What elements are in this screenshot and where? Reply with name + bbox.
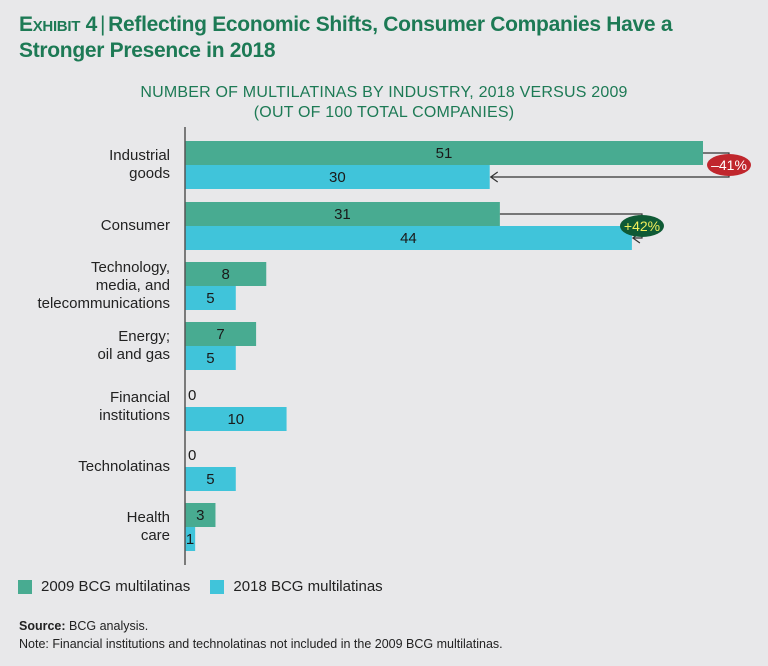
change-badge-label: –41% (711, 157, 747, 173)
bar-2018 (185, 346, 236, 370)
category-label-line: Consumer (100, 217, 170, 234)
data-label: 44 (400, 230, 417, 247)
bar-2009 (185, 262, 267, 286)
legend-swatch-2009 (18, 579, 32, 594)
category-label-line: Technology, (91, 259, 170, 276)
source-line: Source: BCG analysis. (19, 617, 503, 635)
chart-subtitle: NUMBER OF MULTILATINAS BY INDUSTRY, 2018… (0, 83, 768, 123)
change-badge-label: +42% (624, 218, 660, 234)
data-label: 10 (227, 411, 244, 428)
bar-2009 (185, 202, 500, 226)
legend-label-2018: 2018 BCG multilatinas (233, 578, 383, 595)
data-label: 3 (196, 507, 204, 524)
data-label: 30 (329, 169, 346, 186)
chart-subtitle-line: (OUT OF 100 TOTAL COMPANIES) (253, 104, 515, 121)
bar-2009 (185, 503, 216, 527)
legend-item-2018: 2018 BCG multilatinas (210, 578, 383, 595)
legend-label-2009: 2009 BCG multilatinas (41, 578, 191, 595)
arrowhead-icon (489, 171, 499, 183)
category-label: Technolatinas (78, 458, 170, 476)
category-label-line: oil and gas (97, 346, 170, 363)
data-label: 5 (206, 471, 214, 488)
data-label: 5 (206, 290, 214, 307)
bar-2018 (185, 467, 236, 491)
legend: 2009 BCG multilatinas 2018 BCG multilati… (18, 578, 399, 598)
bar-2018 (185, 226, 632, 250)
category-label-line: Health (126, 509, 170, 526)
legend-swatch-2018 (210, 579, 225, 594)
category-label: Energy; oil and gas (97, 328, 170, 364)
category-label-line: Technolatinas (78, 458, 170, 475)
category-label: Industrial goods (109, 147, 170, 183)
change-badge (707, 154, 751, 176)
category-label: Technology, media, and telecommunications (37, 259, 170, 313)
data-label: 7 (216, 326, 224, 343)
category-label-line: institutions (99, 407, 170, 424)
legend-item-2009: 2009 BCG multilatinas (18, 578, 190, 595)
title-separator: | (100, 13, 106, 36)
bar-2018 (185, 407, 287, 431)
category-label: Financial institutions (99, 389, 170, 425)
data-label: 1 (186, 531, 194, 548)
source-label: Source: (19, 619, 66, 633)
category-label-line: care (140, 527, 170, 544)
data-label: 0 (188, 387, 196, 404)
category-label-line: Financial (109, 389, 170, 406)
category-label-line: Industrial (109, 147, 170, 164)
category-label-line: telecommunications (37, 295, 170, 312)
category-label-line: media, and (95, 277, 170, 294)
data-label: 0 (188, 447, 196, 464)
chart-title: NUMBER OF MULTILATINAS BY INDUSTRY, 2018… (140, 84, 628, 101)
data-label: 8 (221, 266, 229, 283)
exhibit-title-text: Reflecting Economic Shifts, Consumer Com… (19, 13, 673, 62)
data-label: 31 (334, 206, 351, 223)
bar-2018 (185, 165, 490, 189)
bar-2018 (185, 286, 236, 310)
change-badge (620, 215, 664, 237)
category-label-line: Energy; (118, 328, 170, 345)
footnotes: Source: BCG analysis. Note: Financial in… (19, 617, 503, 653)
exhibit-number: Exhibit 4 (19, 13, 97, 36)
bar-2009 (185, 322, 257, 346)
category-label: Consumer (101, 217, 170, 235)
category-label-line: goods (129, 165, 170, 182)
data-label: 51 (436, 145, 453, 162)
bar-2009 (185, 141, 703, 165)
exhibit-title: Exhibit 4 | Reflecting Economic Shifts, Co… (19, 12, 759, 64)
data-label: 5 (206, 350, 214, 367)
source-text: BCG analysis. (69, 619, 149, 633)
bar-2018 (185, 527, 196, 551)
note-line: Note: Financial institutions and technol… (19, 637, 503, 651)
category-label: Health care (127, 509, 170, 545)
